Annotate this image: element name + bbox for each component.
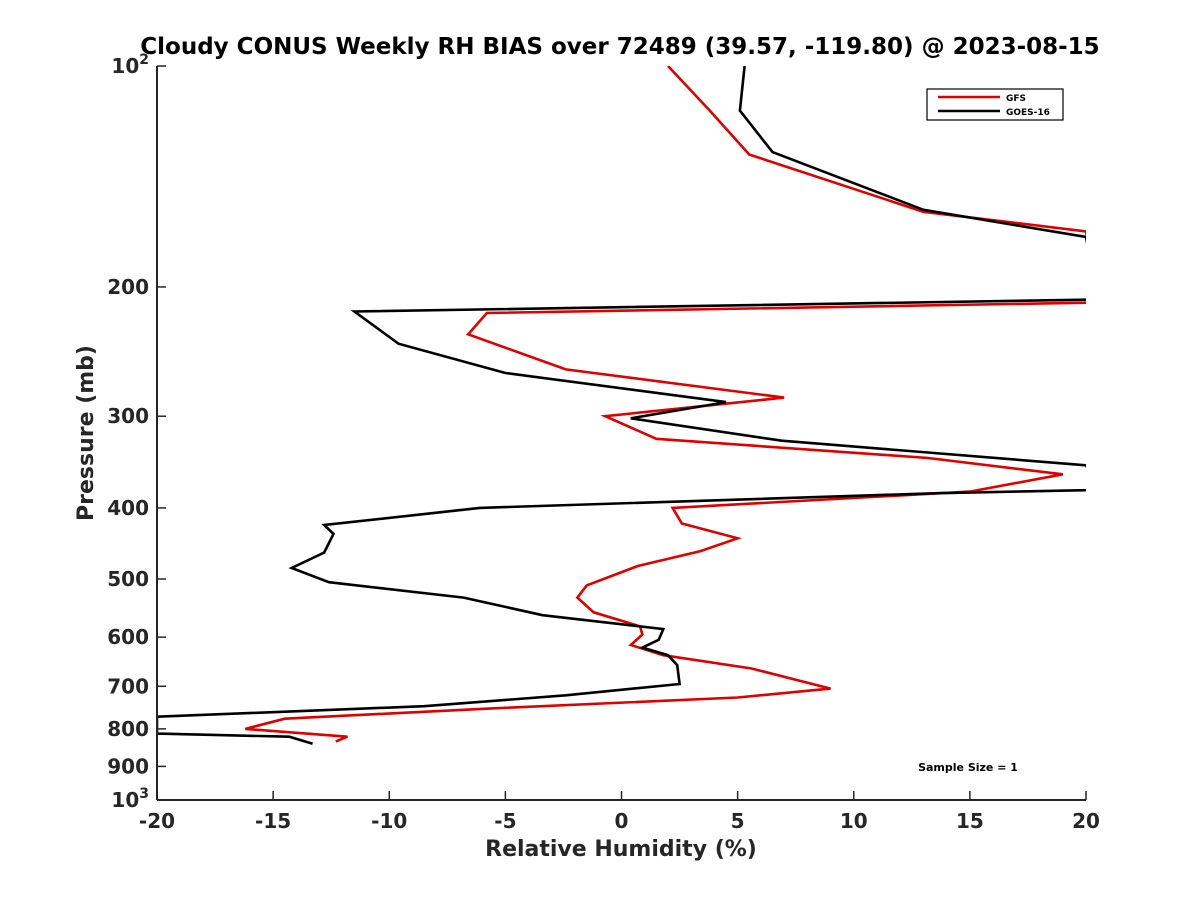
- series-line-goes16: [157, 66, 1086, 745]
- x-tick-label: 20: [1072, 809, 1100, 833]
- y-tick-label: 300: [107, 404, 149, 428]
- x-tick-label: -20: [139, 809, 175, 833]
- x-axis-ticks: -20 -15 -10 -5 0 5 10 15 20: [139, 791, 1100, 833]
- y-axis-ticks: 102 200 300 400 500 600 700 800 900 103: [107, 52, 166, 812]
- x-tick-label: -15: [255, 809, 291, 833]
- y-tick-label: 600: [107, 625, 149, 649]
- y-axis-label: Pressure (mb): [74, 345, 99, 521]
- legend: GFS GOES-16: [926, 88, 1064, 121]
- x-tick-label: 0: [615, 809, 629, 833]
- series-layer: [157, 66, 1086, 745]
- legend-box: [926, 88, 1064, 121]
- y-tick-label: 103: [111, 786, 149, 812]
- plot-area: [157, 66, 1086, 800]
- x-axis-label: Relative Humidity (%): [485, 837, 757, 862]
- series-line-gfs: [244, 66, 1086, 743]
- y-tick-label: 102: [111, 52, 149, 78]
- x-tick-label: 10: [840, 809, 868, 833]
- sample-size-annotation: Sample Size = 1: [918, 761, 1018, 774]
- legend-label-goes16: GOES-16: [1006, 108, 1050, 118]
- x-tick-label: 15: [956, 809, 984, 833]
- y-tick-label: 900: [107, 754, 149, 778]
- y-tick-label: 800: [107, 717, 149, 741]
- x-tick-label: -5: [494, 809, 516, 833]
- y-tick-label: 400: [107, 496, 149, 520]
- y-tick-label: 700: [107, 674, 149, 698]
- x-tick-label: 5: [731, 809, 745, 833]
- legend-label-gfs: GFS: [1006, 94, 1026, 104]
- y-tick-label: 500: [107, 567, 149, 591]
- x-tick-label: -10: [371, 809, 407, 833]
- chart-title: Cloudy CONUS Weekly RH BIAS over 72489 (…: [140, 34, 1099, 60]
- y-tick-label: 200: [107, 275, 149, 299]
